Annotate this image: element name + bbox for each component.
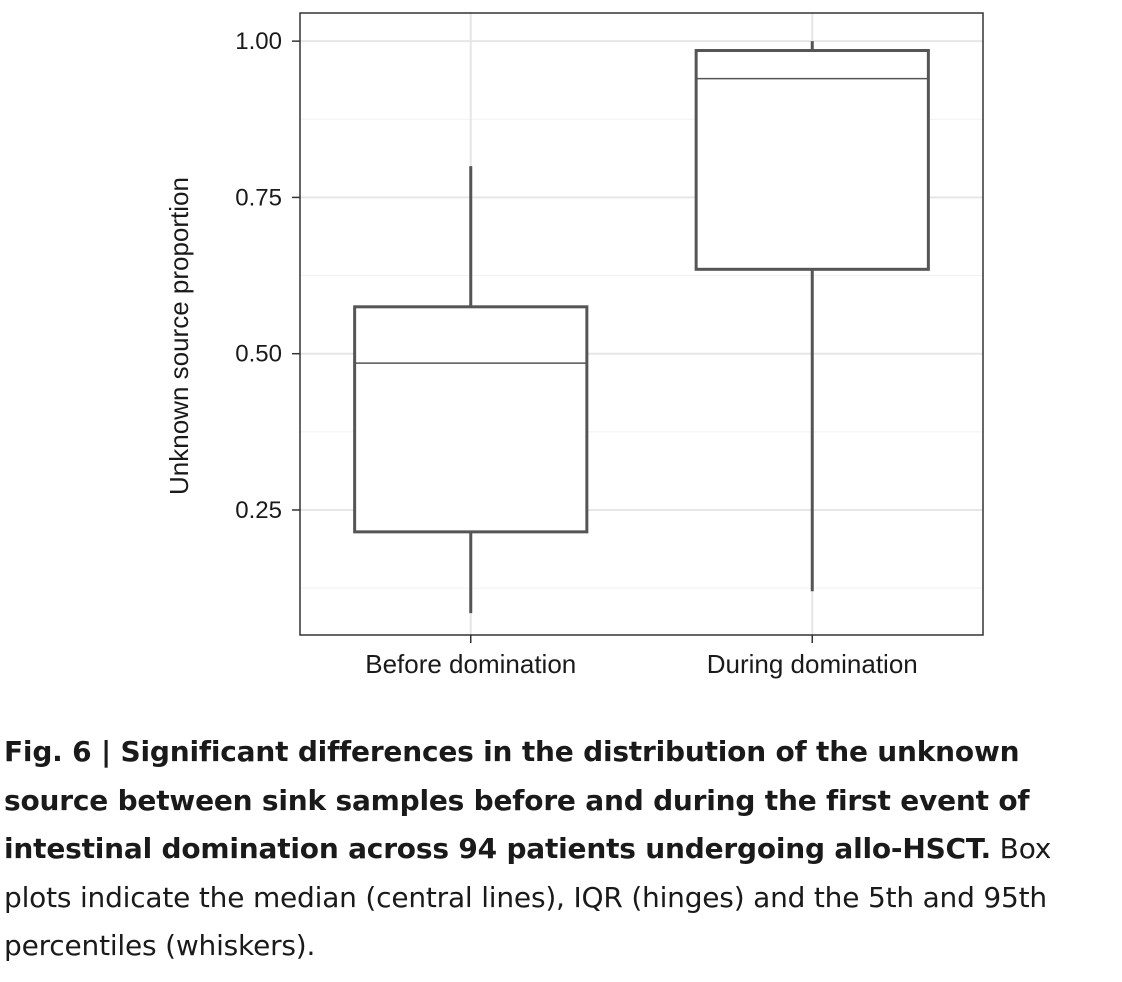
box-during-domination — [694, 41, 930, 592]
iqr-box — [694, 49, 930, 271]
y-axis: 0.25 0.50 0.75 1.00 — [235, 28, 300, 524]
y-tick-label: 0.25 — [235, 497, 282, 524]
iqr-box — [353, 305, 589, 534]
y-tick-label: 0.75 — [235, 184, 282, 211]
x-axis: Before domination During domination — [365, 635, 918, 679]
caption-title: Fig. 6 | Significant differences in the … — [4, 735, 1030, 865]
caption-text: Box plots indicate the median (central l… — [4, 832, 1052, 962]
y-axis-title: Unknown source proportion — [164, 177, 194, 495]
box-before-domination — [353, 166, 589, 614]
y-tick-label: 0.50 — [235, 341, 282, 368]
plot-panel-border — [299, 12, 984, 636]
box-plot-chart: 0.25 0.50 0.75 1.00 Before domination During… — [164, 12, 984, 679]
figure-caption: Fig. 6 | Significant differences in the … — [4, 728, 1114, 971]
x-tick-label: Before domination — [365, 649, 576, 679]
y-tick-label: 1.00 — [235, 28, 282, 55]
x-tick-label: During domination — [707, 649, 918, 679]
box-series — [353, 41, 930, 614]
